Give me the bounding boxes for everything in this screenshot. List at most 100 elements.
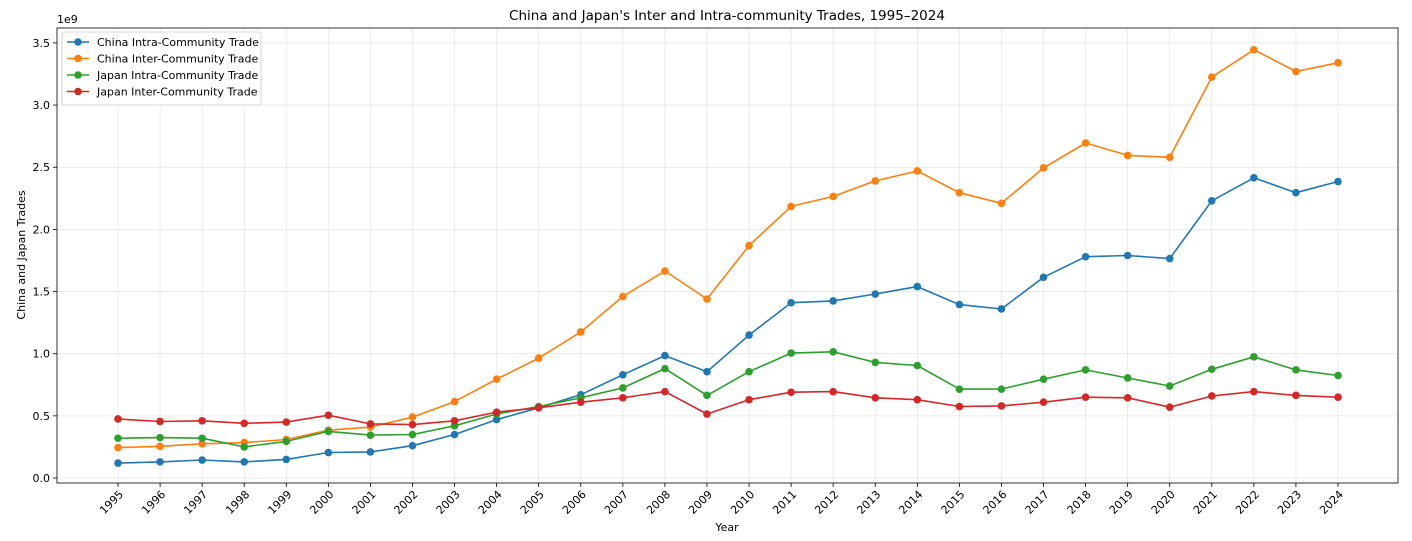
data-point	[282, 437, 291, 446]
data-point	[1081, 393, 1090, 402]
data-point	[156, 417, 164, 426]
y-tick-label: 1.5	[33, 286, 51, 299]
data-point	[324, 427, 333, 436]
data-point	[703, 295, 711, 303]
x-axis-label: Year	[714, 521, 739, 534]
data-point	[576, 328, 585, 336]
data-point	[787, 349, 795, 357]
data-point	[1165, 153, 1174, 162]
data-point	[324, 448, 333, 457]
data-point	[703, 367, 711, 376]
data-point	[955, 300, 964, 309]
data-point	[997, 402, 1006, 410]
data-point	[1334, 393, 1342, 402]
y-tick-label: 2.0	[33, 223, 51, 236]
data-point	[492, 415, 501, 424]
legend-marker	[74, 87, 82, 96]
legend-label: China Inter-Community Trade	[97, 53, 259, 66]
data-point	[324, 411, 333, 420]
series-line	[117, 177, 1339, 464]
data-point	[1292, 391, 1300, 400]
data-point	[240, 458, 249, 466]
series-line	[117, 48, 1339, 449]
data-point	[1250, 353, 1258, 361]
data-point	[1123, 394, 1132, 402]
data-point	[1081, 366, 1090, 374]
data-point	[114, 415, 122, 423]
data-point	[1334, 59, 1342, 67]
data-point	[661, 267, 669, 275]
data-point	[1039, 398, 1048, 406]
data-point	[745, 395, 753, 404]
y-tick-label: 3.5	[33, 37, 51, 50]
data-point	[492, 375, 501, 383]
data-point	[787, 388, 795, 397]
data-point	[366, 420, 375, 428]
data-point	[955, 385, 964, 393]
data-point	[955, 188, 964, 197]
data-point	[619, 371, 627, 379]
data-point	[198, 440, 206, 448]
data-point	[829, 348, 837, 356]
data-point	[871, 394, 880, 402]
data-point	[1123, 374, 1132, 382]
y-tick-label: 3.0	[33, 99, 51, 112]
legend-label: China Intra-Community Trade	[97, 36, 259, 49]
data-point	[282, 455, 291, 464]
data-point	[1250, 174, 1258, 182]
series-group	[114, 45, 1342, 467]
data-point	[366, 448, 375, 456]
data-point	[198, 434, 206, 443]
data-point	[198, 456, 206, 464]
chart-title: China and Japan's Inter and Intra-commun…	[509, 8, 945, 24]
data-point	[156, 433, 164, 442]
series-line	[117, 350, 1339, 448]
data-point	[114, 459, 122, 467]
data-point	[745, 367, 753, 376]
data-point	[997, 199, 1006, 208]
data-point	[1123, 251, 1132, 260]
data-point	[534, 354, 543, 362]
data-point	[913, 282, 922, 291]
data-point	[198, 417, 206, 425]
data-point	[408, 430, 417, 439]
data-point	[871, 177, 880, 185]
data-point	[114, 443, 122, 452]
data-point	[619, 384, 627, 392]
data-point	[787, 298, 795, 307]
data-point	[492, 408, 501, 416]
data-point	[661, 387, 669, 396]
data-point	[534, 403, 543, 412]
data-point	[661, 351, 669, 360]
data-point	[156, 442, 164, 451]
data-point	[1250, 387, 1258, 396]
data-point	[1334, 177, 1342, 186]
data-point	[1123, 151, 1132, 160]
data-point	[1292, 366, 1300, 374]
data-point	[1334, 371, 1342, 380]
data-point	[913, 361, 922, 370]
data-point	[1039, 164, 1048, 172]
plot-frame	[56, 27, 1399, 484]
data-point	[619, 394, 627, 402]
data-point	[745, 241, 753, 250]
legend: China Intra-Community Trade China Inter-C…	[61, 31, 262, 106]
legend-label: Japan Intra-Community Trade	[96, 69, 258, 82]
data-point	[913, 395, 922, 404]
data-point	[829, 192, 837, 201]
legend-marker	[74, 38, 82, 46]
y-axis-offset-label: 1e9	[57, 13, 78, 26]
series-line	[117, 390, 1339, 426]
data-point	[240, 419, 249, 428]
data-point	[745, 331, 753, 339]
data-point	[450, 430, 459, 439]
data-point	[156, 458, 164, 466]
data-point	[1207, 392, 1216, 400]
data-point	[871, 290, 880, 298]
data-point	[1039, 273, 1048, 282]
data-point	[1207, 73, 1216, 81]
data-point	[619, 292, 627, 301]
data-point	[703, 391, 711, 400]
data-point	[450, 397, 459, 406]
